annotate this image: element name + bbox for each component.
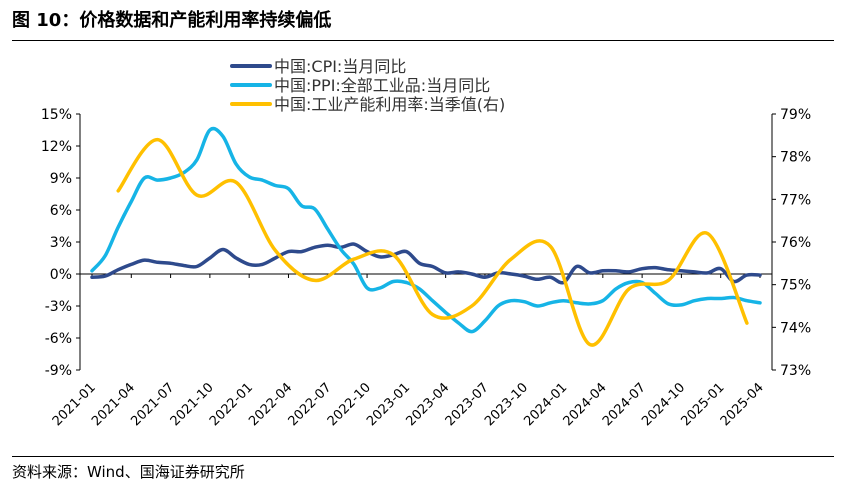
legend-item-ppi: 中国:PPI:全部工业品:当月同比	[230, 76, 490, 95]
right-tick-label: 75%	[780, 278, 811, 294]
legend-label: 中国:PPI:全部工业品:当月同比	[274, 76, 490, 95]
left-tick-label: 3%	[50, 235, 72, 251]
legend-label: 中国:CPI:当月同比	[274, 57, 406, 76]
right-tick-label: 73%	[780, 363, 811, 379]
left-tick-label: 0%	[50, 267, 72, 283]
legend-item-cpi: 中国:CPI:当月同比	[230, 57, 406, 76]
left-tick-label: 6%	[50, 203, 72, 219]
left-tick-label: -9%	[45, 363, 72, 379]
cpi-series-line	[90, 242, 762, 285]
right-tick-label: 78%	[780, 150, 811, 166]
left-tick-label: 12%	[41, 139, 72, 155]
source-rule	[12, 456, 834, 457]
ppi-series-line	[90, 126, 762, 334]
left-tick-label: 9%	[50, 171, 72, 187]
axes: -9% -6% -3% 0% 3% 6% 9% 12% 15% 73% 74% 75% 76% 77% 78…	[41, 107, 811, 429]
legend: 中国:CPI:当月同比中国:PPI:全部工业品:当月同比中国:工业产能利用率:当…	[230, 57, 505, 114]
legend-item-capacity-utilization: 中国:工业产能利用率:当季值(右)	[230, 95, 505, 114]
source-note: 资料来源：Wind、国海证券研究所	[12, 463, 245, 481]
right-tick-label: 77%	[780, 192, 811, 208]
figure-title: 图 10：价格数据和产能利用率持续偏低	[12, 10, 332, 31]
right-tick-label: 76%	[780, 235, 811, 251]
left-tick-label: -3%	[45, 299, 72, 315]
legend-label: 中国:工业产能利用率:当季值(右)	[274, 95, 505, 114]
left-tick-label: -6%	[45, 331, 72, 347]
left-tick-label: 15%	[41, 107, 72, 123]
right-tick-label: 79%	[780, 107, 811, 123]
series-layer	[90, 126, 762, 347]
x-tick-label: 2025-04	[718, 380, 767, 429]
right-tick-label: 74%	[780, 320, 811, 336]
title-rule	[12, 40, 834, 41]
capacity-utilization-series-line	[116, 137, 749, 347]
